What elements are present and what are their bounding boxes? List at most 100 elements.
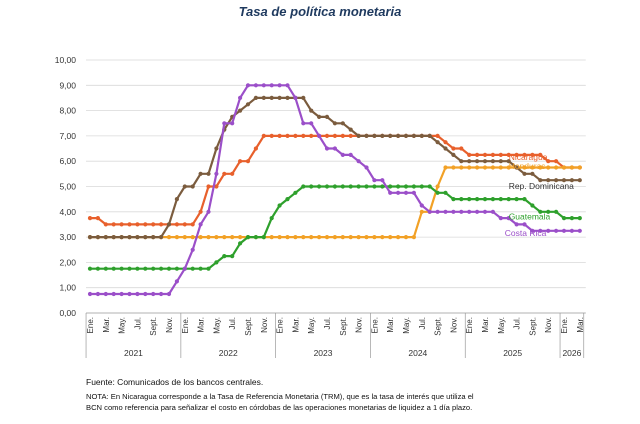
data-point-nicaragua [103,222,108,227]
data-point-honduras [435,184,440,189]
data-point-rep-dominicana [490,159,495,164]
data-point-costa-rica [514,222,519,227]
data-point-costa-rica [403,190,409,195]
data-point-nicaragua [348,133,353,138]
data-point-nicaragua [451,146,456,151]
data-point-guatemala [506,197,511,202]
data-point-honduras [419,209,424,214]
data-point-nicaragua [190,222,195,227]
y-tick-label: 3,00 [59,232,76,242]
month-tick-label: Jul. [228,317,237,329]
data-point-guatemala [324,184,330,189]
data-point-guatemala [95,266,100,271]
data-point-costa-rica [324,146,330,151]
year-label: 2023 [314,348,333,358]
data-point-nicaragua [253,146,258,151]
data-point-honduras [451,165,456,170]
y-axis: 0,00 1,00 2,00 3,00 4,00 5,00 6,00 7,00 8,00 9,00… [55,55,77,318]
data-point-nicaragua [222,171,227,176]
data-point-nicaragua [269,133,274,138]
data-point-guatemala [127,266,132,271]
data-point-guatemala [554,209,559,214]
month-tick-label: Nov. [260,317,269,333]
data-point-costa-rica [143,291,148,297]
data-point-honduras [411,235,416,240]
data-point-guatemala [230,254,235,259]
data-point-guatemala [285,197,290,202]
data-point-honduras [482,165,488,170]
month-tick-label: Jul. [133,317,142,329]
data-point-honduras [530,165,535,170]
data-point-costa-rica [166,291,172,297]
data-point-rep-dominicana [285,95,290,100]
data-point-honduras [190,235,195,240]
data-point-nicaragua [546,159,551,164]
y-tick-label: 7,00 [59,131,76,141]
data-point-honduras [506,165,511,170]
series-label-nicaragua: Nicaragua [509,152,548,162]
data-point-rep-dominicana [174,197,179,202]
data-point-honduras [166,235,172,240]
data-point-nicaragua [301,133,306,138]
data-point-guatemala [190,266,195,271]
data-point-honduras [372,235,377,240]
data-point-costa-rica [127,291,132,297]
data-point-costa-rica [577,228,582,233]
data-point-costa-rica [253,83,258,88]
data-point-guatemala [151,266,156,271]
data-point-guatemala [569,216,575,221]
data-point-honduras [230,235,235,240]
data-point-honduras [324,235,330,240]
data-point-rep-dominicana [332,121,337,126]
data-point-nicaragua [214,184,219,189]
data-point-costa-rica [490,209,495,214]
month-tick-label: May. [307,317,316,334]
month-tick-label: Ene. [86,317,95,333]
data-point-costa-rica [546,228,551,233]
data-point-nicaragua [285,133,290,138]
data-point-costa-rica [396,190,401,195]
data-point-rep-dominicana [348,127,353,132]
data-point-honduras [222,235,227,240]
data-point-rep-dominicana [498,159,503,164]
data-point-costa-rica [498,216,503,221]
data-point-costa-rica [111,291,116,297]
y-tick-label: 10,00 [55,55,77,65]
month-tick-label: Mar. [386,317,395,333]
data-point-honduras [554,165,559,170]
data-point-costa-rica [364,165,369,170]
data-point-rep-dominicana [569,178,575,183]
data-point-honduras [569,165,575,170]
data-point-guatemala [222,254,227,259]
data-point-guatemala [419,184,424,189]
data-point-costa-rica [309,121,314,126]
data-point-guatemala [498,197,503,202]
data-point-rep-dominicana [253,95,258,100]
data-point-rep-dominicana [103,235,108,240]
data-point-costa-rica [285,83,290,88]
year-label: 2021 [124,348,143,358]
data-point-rep-dominicana [127,235,132,240]
data-point-rep-dominicana [380,133,385,138]
month-tick-label: Mar. [197,317,206,333]
data-point-guatemala [482,197,488,202]
data-point-costa-rica [332,146,337,151]
data-point-rep-dominicana [554,178,559,183]
data-point-nicaragua [293,133,298,138]
data-point-rep-dominicana [95,235,100,240]
y-tick-label: 6,00 [59,156,76,166]
data-point-honduras [340,235,345,240]
source-note: Fuente: Comunicados de los bancos centra… [86,377,264,387]
data-point-rep-dominicana [182,184,187,189]
data-point-costa-rica [214,171,219,176]
data-point-rep-dominicana [87,235,93,240]
data-point-costa-rica [301,121,306,126]
data-point-costa-rica [103,291,108,297]
data-point-honduras [293,235,298,240]
data-point-nicaragua [143,222,148,227]
year-label: 2022 [219,348,238,358]
data-point-guatemala [269,216,274,221]
data-point-guatemala [356,184,361,189]
data-point-nicaragua [443,140,448,145]
data-point-rep-dominicana [143,235,148,240]
